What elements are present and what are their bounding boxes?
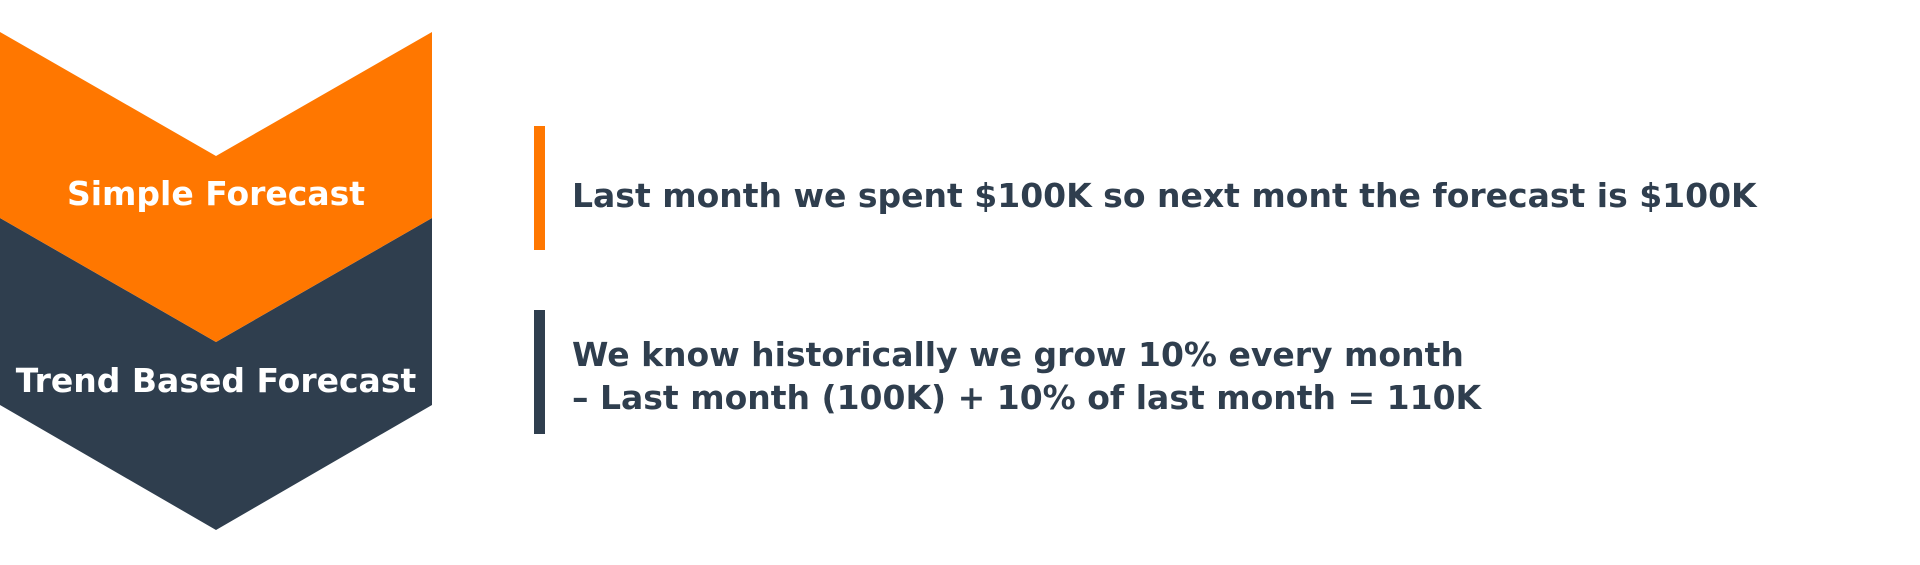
simple-forecast-description-line: Last month we spent $100K so next mont t… xyxy=(572,176,1757,215)
chevron-simple xyxy=(0,32,432,342)
simple-forecast-accent-bar xyxy=(534,126,545,250)
trend-based-forecast-accent-bar xyxy=(534,310,545,434)
trend-based-forecast-description-line-1: We know historically we grow 10% every m… xyxy=(572,335,1464,374)
trend-based-forecast-description: We know historically we grow 10% every m… xyxy=(572,333,1481,419)
trend-based-forecast-label: Trend Based Forecast xyxy=(15,361,417,400)
simple-forecast-description: Last month we spent $100K so next mont t… xyxy=(572,174,1757,217)
trend-based-forecast-description-line-2: – Last month (100K) + 10% of last month … xyxy=(572,378,1482,417)
simple-forecast-label: Simple Forecast xyxy=(66,174,366,213)
chevron-trend-based xyxy=(0,218,432,530)
chevron-graphic xyxy=(0,32,432,530)
